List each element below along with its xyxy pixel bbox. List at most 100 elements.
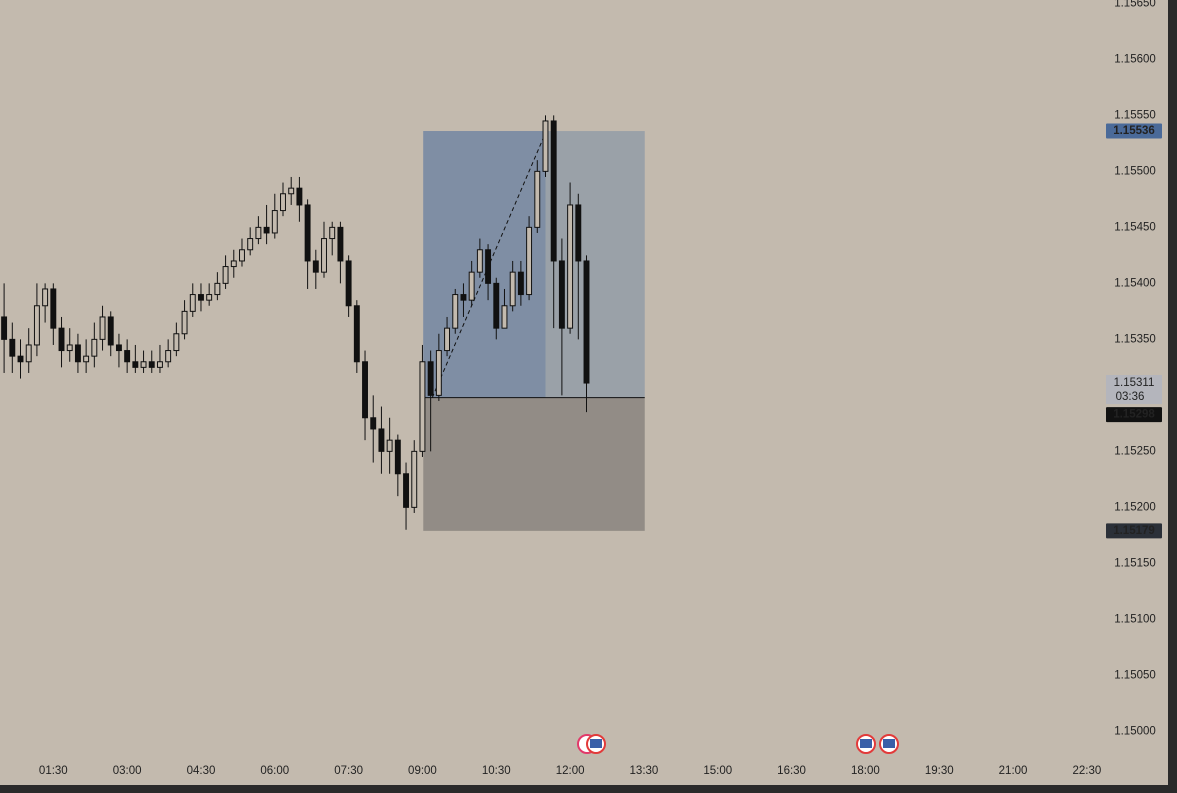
candle-body	[66, 344, 73, 352]
candle-body	[247, 238, 254, 251]
candle-body	[206, 294, 213, 301]
candle-body	[427, 361, 434, 396]
candle-body	[50, 288, 57, 329]
y-tick-label: 1.15500	[1114, 165, 1156, 177]
candle-body	[353, 305, 360, 363]
candle-body	[394, 439, 401, 475]
price-tag	[1106, 523, 1162, 539]
y-tick-label: 1.15050	[1114, 669, 1156, 681]
x-tick-label: 07:30	[334, 765, 363, 777]
candle-body	[42, 288, 49, 307]
candle-body	[542, 120, 549, 172]
candle-body	[558, 260, 565, 329]
candle-body	[534, 170, 541, 228]
candle-body	[230, 260, 237, 268]
profit-reached	[423, 131, 546, 398]
x-tick-label: 09:00	[408, 765, 437, 777]
countdown-label: 03:36	[1116, 391, 1145, 403]
price-tag-label: 1.15536	[1113, 125, 1155, 137]
candle-body	[493, 282, 500, 329]
candle-body	[509, 271, 516, 307]
event-icons[interactable]	[577, 734, 899, 754]
x-tick-label: 16:30	[777, 765, 806, 777]
loss-zone	[423, 397, 645, 531]
candle-body	[378, 428, 385, 452]
candle-body	[321, 238, 327, 273]
candle-body	[329, 226, 336, 240]
candle-body	[460, 294, 467, 301]
candle-body	[165, 350, 172, 363]
x-tick-label: 01:30	[39, 765, 68, 777]
x-tick-label: 04:30	[187, 765, 216, 777]
candle-body	[567, 204, 574, 329]
y-tick-label: 1.15550	[1114, 109, 1156, 121]
candle-body	[140, 361, 147, 368]
candle-body	[345, 260, 352, 307]
flag	[860, 739, 872, 748]
candle-body	[575, 204, 582, 262]
y-tick-label: 1.15250	[1114, 445, 1156, 457]
candle-body	[386, 439, 393, 452]
current-price-tag	[1106, 375, 1162, 405]
x-tick-label: 10:30	[482, 765, 511, 777]
candle-body	[17, 355, 24, 363]
y-tick-label: 1.15200	[1114, 501, 1156, 513]
candle-body	[173, 333, 180, 352]
plot: 1.15000 1.15050 1.15100 1.15150 1.15200 1.152…	[1, 0, 1162, 784]
candle-body	[1, 316, 8, 340]
price-tag-label: 1.15179	[1113, 525, 1155, 537]
candle-body	[214, 282, 221, 296]
y-tick-label: 1.15450	[1114, 221, 1156, 233]
candle-body	[296, 187, 303, 206]
candle-body	[337, 226, 344, 262]
y-tick-label: 1.15650	[1114, 0, 1156, 9]
candle-body	[485, 249, 492, 284]
candle-body	[263, 226, 270, 234]
y-tick-label: 1.15000	[1114, 725, 1156, 737]
candle-body	[370, 417, 377, 430]
candle-body	[288, 187, 295, 195]
y-tick-label: 1.15350	[1114, 333, 1156, 345]
candle-body	[419, 361, 426, 452]
candle-body	[115, 344, 122, 352]
flag	[883, 739, 895, 748]
x-tick-label: 06:00	[260, 765, 289, 777]
price-tag	[1106, 407, 1162, 423]
candle-body	[156, 361, 163, 368]
price-tag-label: 1.15298	[1113, 409, 1155, 421]
candle-body	[124, 350, 131, 363]
flag	[590, 739, 602, 748]
x-tick-label: 21:00	[999, 765, 1028, 777]
candle-body	[222, 266, 229, 284]
candle-body	[362, 361, 368, 419]
candle-body	[91, 338, 98, 357]
trend-line	[431, 130, 547, 398]
y-tick-label: 1.15100	[1114, 613, 1156, 625]
x-tick-label: 03:00	[113, 765, 142, 777]
candle-body	[74, 344, 81, 363]
candle-body	[148, 361, 155, 368]
candle-body	[403, 473, 410, 508]
price-tag	[1106, 123, 1162, 139]
candle-body	[198, 294, 204, 301]
candle-body	[501, 305, 508, 329]
candle-body	[550, 120, 557, 262]
y-tick-label: 1.15400	[1114, 277, 1156, 289]
candle-body	[25, 344, 32, 363]
candle-body	[9, 338, 16, 357]
x-tick-label: 19:30	[925, 765, 954, 777]
candle-body	[312, 260, 319, 273]
candle-body	[99, 316, 106, 340]
candle-body	[280, 193, 286, 212]
candle-body	[239, 249, 245, 262]
candle-body	[583, 260, 590, 384]
candle-body	[304, 204, 311, 262]
candle-body	[83, 355, 90, 363]
candle-body	[58, 327, 65, 352]
current-price-label: 1.15311	[1114, 377, 1155, 389]
x-tick-label: 18:00	[851, 765, 880, 777]
candle-body	[452, 294, 459, 329]
candle-body	[468, 271, 475, 301]
